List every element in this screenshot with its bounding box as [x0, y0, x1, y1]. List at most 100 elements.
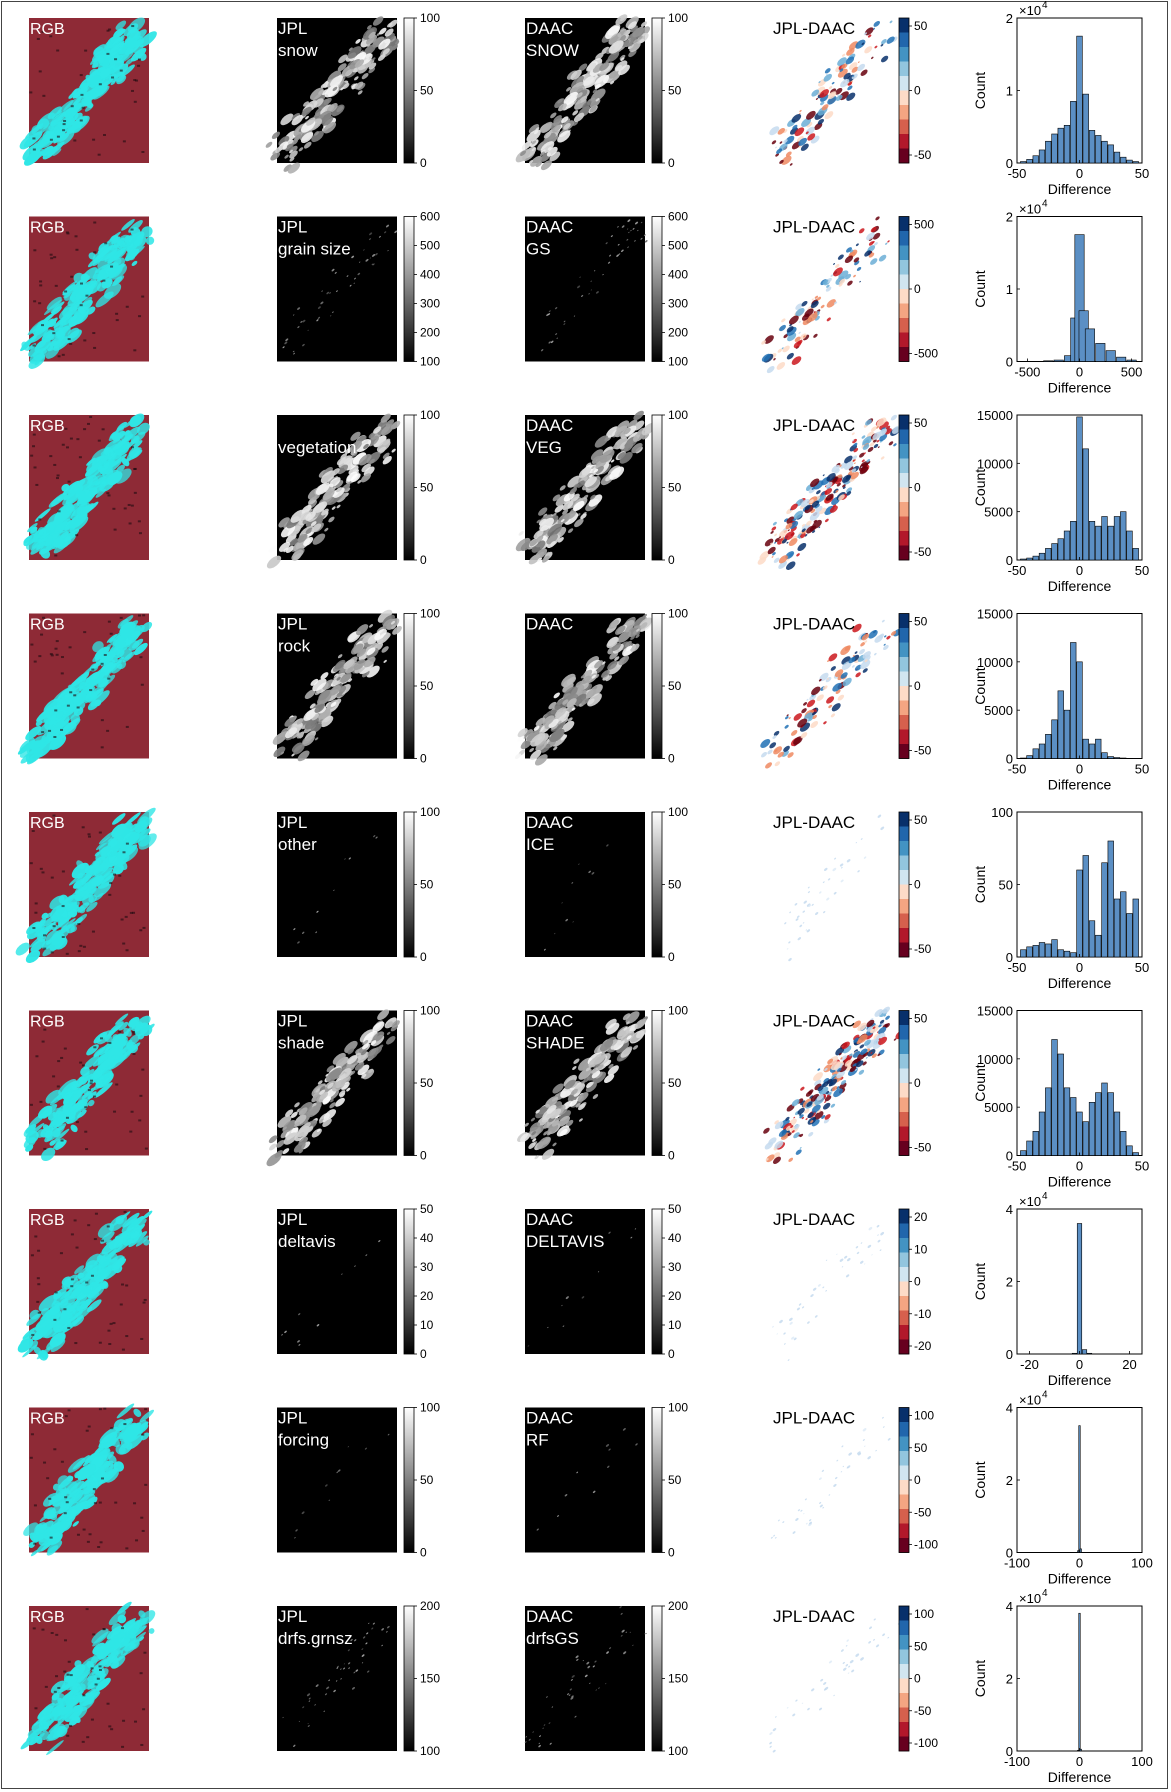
histogram-exponent: 4 [1042, 1191, 1048, 1202]
colorbar-tick-label: 50 [420, 1076, 434, 1090]
rgb-snow-patch [103, 283, 122, 299]
map-pixel-patch [554, 504, 564, 513]
rgb-shadow-speck [65, 1116, 69, 1119]
rgb-snow-patch [73, 100, 79, 106]
map-pixel-patch [563, 320, 566, 323]
rgb-shadow-speck [103, 1407, 107, 1410]
map-pixel-patch [615, 65, 623, 72]
histogram-bar [1026, 557, 1033, 561]
rgb-shadow-speck [49, 138, 53, 141]
map-pixel-patch [346, 471, 358, 482]
diff-pixel-patch [815, 97, 819, 100]
diverging-colorbar-segment [899, 32, 909, 48]
histogram-x-tick-label: 50 [1135, 166, 1149, 181]
map-pixel-patch [297, 750, 310, 762]
rgb-snow-patch [91, 456, 102, 466]
map-pixel-patch [351, 255, 355, 259]
map-pixel-patch [320, 301, 324, 305]
map-pixel-patch [521, 141, 532, 151]
rgb-shadow-speck [125, 949, 129, 952]
rgb-panel: RGB [20, 1601, 156, 1756]
diff-pixel-patch [867, 446, 874, 453]
rgb-snow-patch [47, 141, 65, 157]
map-pixel-patch [584, 476, 597, 488]
histogram-exponent-base: ×10 [1019, 1194, 1041, 1209]
rgb-snow-patch [64, 285, 82, 301]
map-pixel-patch [576, 99, 582, 105]
diverging-colorbar-segment [899, 1310, 909, 1326]
map-pixel-patch [368, 62, 377, 70]
map-pixel-patch [580, 294, 584, 297]
map-pixel-patch [306, 117, 316, 126]
map-pixel-patch [540, 160, 552, 171]
rgb-shadow-speck [67, 1409, 71, 1412]
map-pixel-patch [300, 132, 314, 144]
colorbar-tick-label: 100 [420, 1401, 440, 1415]
rgb-snow-patch [47, 346, 54, 352]
rgb-shadow-speck [50, 1632, 54, 1635]
rgb-snow-patch [62, 303, 78, 318]
colorbar-tick-label: 0 [668, 1347, 675, 1361]
histogram-bar [1088, 920, 1096, 958]
histogram-bar [1132, 161, 1139, 164]
map-pixel-patch [354, 81, 364, 90]
map-pixel-patch [340, 87, 344, 91]
rgb-snow-patch [97, 460, 110, 472]
colorbar-tick-label: 200 [668, 1599, 688, 1613]
map-pixel-patch [607, 51, 620, 62]
map-pixel-patch [303, 101, 310, 107]
map-pixel-patch [538, 507, 548, 516]
map-pixel-patch [555, 333, 558, 336]
diff-pixel-patch [806, 110, 816, 120]
rgb-shadow-speck [37, 1311, 41, 1314]
histogram-bar [1084, 328, 1095, 362]
histogram-bar [1053, 359, 1064, 362]
diff-pixel-patch [873, 443, 879, 449]
rgb-shadow-speck [87, 1224, 91, 1227]
rgb-shadow-speck [91, 668, 95, 671]
histogram-y-label: Count [972, 1064, 988, 1101]
map-pixel-patch [335, 290, 338, 292]
diff-pixel-patch [813, 519, 817, 523]
map-background [525, 1209, 645, 1354]
rgb-shadow-speck [57, 510, 61, 513]
colorbar-tick-label: 10 [420, 1318, 434, 1332]
map-pixel-patch [640, 237, 643, 240]
rgb-shadow-speck [40, 633, 44, 636]
rgb-snow-patch [133, 642, 148, 656]
diff-pixel-patch [818, 526, 821, 529]
gray-colorbar [403, 1208, 415, 1355]
rgb-shadow-speck [49, 1536, 53, 1539]
rgb-snow-patch [131, 638, 144, 649]
rgb-shadow-speck [73, 694, 77, 697]
rgb-shadow-speck [76, 438, 80, 441]
diff-pixel-patch [777, 127, 785, 135]
map-pixel-patch [394, 230, 398, 234]
map-pixel-patch [371, 263, 373, 265]
colorbar-tick-label: 50 [668, 1473, 682, 1487]
diff-pixel-patch [825, 493, 834, 501]
rgb-snow-patch [29, 319, 46, 333]
diverging-colorbar-segment [899, 90, 909, 106]
rgb-snow-patch [122, 651, 136, 663]
difference-panel: JPL-DAAC 5000-500 [761, 216, 938, 374]
map-pixel-patch [631, 443, 643, 454]
map-pixel-patch [301, 725, 306, 730]
diverging-colorbar-segment [899, 231, 909, 246]
map-background [525, 812, 645, 957]
rgb-snow-patch [116, 659, 127, 670]
rgb-shadow-speck [39, 284, 43, 287]
map-pixel-patch [618, 253, 621, 256]
histogram-bar [1020, 558, 1027, 561]
diff-pixel-patch [837, 94, 839, 97]
rgb-shadow-speck [39, 867, 43, 870]
colorbar-tick-label: 150 [668, 1672, 688, 1686]
rgb-shadow-speck [98, 1668, 102, 1671]
rgb-shadow-speck [123, 1423, 127, 1426]
diff-pixel-patch [789, 521, 799, 529]
daac-label: SNOW [526, 41, 579, 60]
